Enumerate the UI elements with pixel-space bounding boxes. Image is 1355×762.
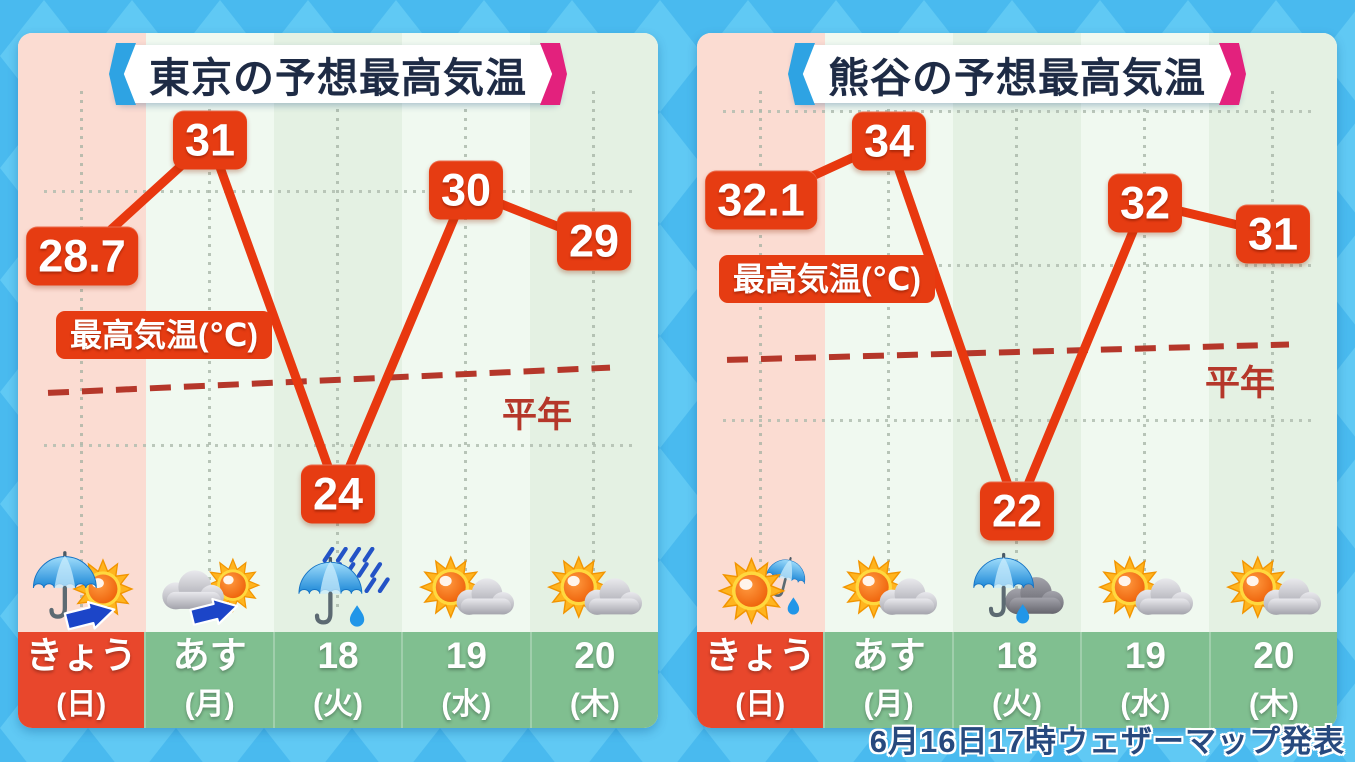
vertical-gridline xyxy=(464,91,467,611)
tokyo-forecast-panel: 28.7 31 24 30 29 最高気温(℃) 平年 東京の予想最高気温 xyxy=(18,33,658,728)
day-cell-today: きょう (日) xyxy=(697,632,824,728)
axis-label: 最高気温(℃) xyxy=(56,311,273,359)
day-label: あす xyxy=(172,635,247,677)
panel-title: 東京の予想最高気温 xyxy=(109,43,567,105)
horizontal-gridline xyxy=(723,264,1311,268)
day-labels-row: きょう (日) あす (月) 18 (火) 19 (水) 20 (木) xyxy=(697,632,1337,728)
normal-average-dashed-line xyxy=(726,341,1290,363)
weather-icon-rain-cloud xyxy=(953,545,1081,632)
horizontal-gridline xyxy=(723,110,1311,114)
day-cell: 19 (水) xyxy=(1080,632,1209,728)
horizontal-gridline xyxy=(44,443,632,447)
day-cell: あす (月) xyxy=(823,632,952,728)
temp-value-label: 28.7 xyxy=(26,226,138,286)
day-label: 20 xyxy=(1253,635,1295,677)
day-sublabel: (木) xyxy=(1248,687,1299,721)
day-label: 19 xyxy=(1124,635,1166,677)
vertical-gridline xyxy=(336,91,339,611)
day-label: きょう xyxy=(704,635,816,677)
temp-value-label: 29 xyxy=(556,211,632,271)
day-label: 20 xyxy=(574,635,616,677)
issuer-timestamp-text: 6月16日17時ウェザーマップ発表 xyxy=(869,724,1345,759)
horizontal-gridline xyxy=(44,190,632,194)
day-label: 18 xyxy=(317,635,359,677)
temp-value-label: 30 xyxy=(428,160,504,220)
temp-value-label: 34 xyxy=(851,111,927,171)
temp-value-label: 32 xyxy=(1107,173,1183,233)
panel-title-text: 東京の予想最高気温 xyxy=(149,55,527,101)
weather-icon-sun-cloud xyxy=(1209,545,1337,632)
day-sublabel: (月) xyxy=(184,687,235,721)
panel-title: 熊谷の予想最高気温 xyxy=(788,43,1246,105)
day-label: あす xyxy=(851,635,926,677)
day-label: 19 xyxy=(445,635,487,677)
weather-icon-rain-then-sun xyxy=(18,545,146,632)
vertical-gridline xyxy=(592,91,595,611)
temp-value-label: 32.1 xyxy=(705,170,817,230)
day-cell: 18 (火) xyxy=(272,632,402,728)
vertical-gridline xyxy=(759,91,762,611)
temp-value-label: 31 xyxy=(172,110,248,169)
temp-value-label: 31 xyxy=(1235,204,1311,263)
vertical-gridline xyxy=(887,91,890,611)
weather-icons-row xyxy=(18,545,658,632)
weather-icon-rain xyxy=(274,545,402,632)
weather-icon-cloud-then-sun xyxy=(146,545,274,632)
day-sublabel: (火) xyxy=(313,687,363,721)
normal-average-label: 平年 xyxy=(502,396,573,435)
day-sublabel: (日) xyxy=(735,687,786,721)
day-cell: 19 (水) xyxy=(401,632,530,728)
weather-icon-sun-cloud xyxy=(825,545,953,632)
weather-icon-sun-cloud xyxy=(1081,545,1209,632)
day-cell: 20 (木) xyxy=(1208,632,1337,728)
day-cell: 18 (火) xyxy=(951,632,1081,728)
day-sublabel: (月) xyxy=(863,687,914,721)
day-label: きょう xyxy=(25,635,137,677)
horizontal-gridline xyxy=(723,418,1311,422)
temp-value-label: 22 xyxy=(979,481,1055,541)
vertical-gridline xyxy=(1271,91,1274,611)
axis-label: 最高気温(℃) xyxy=(719,255,936,303)
temp-value-label: 24 xyxy=(300,464,376,524)
weather-icon-sun-cloud xyxy=(402,545,530,632)
horizontal-gridlines xyxy=(697,33,1337,545)
weather-icon-sun-then-rain xyxy=(697,545,825,632)
normal-average-dashed-line xyxy=(47,364,611,396)
day-sublabel: (水) xyxy=(441,687,492,721)
day-labels-row: きょう (日) あす (月) 18 (火) 19 (水) 20 (木) xyxy=(18,632,658,728)
weather-icons-row xyxy=(697,545,1337,632)
panel-title-text: 熊谷の予想最高気温 xyxy=(828,55,1206,101)
weather-icon-sun-cloud xyxy=(530,545,658,632)
kumagaya-forecast-panel: 32.1 34 22 32 31 最高気温(℃) 平年 熊谷の予想最高気温 xyxy=(697,33,1337,728)
day-sublabel: (日) xyxy=(56,687,107,721)
day-cell-today: きょう (日) xyxy=(18,632,145,728)
day-sublabel: (火) xyxy=(992,687,1042,721)
normal-average-label: 平年 xyxy=(1205,364,1276,403)
day-cell: あす (月) xyxy=(144,632,273,728)
temperature-polyline xyxy=(756,136,1278,516)
day-sublabel: (木) xyxy=(569,687,620,721)
horizontal-gridlines xyxy=(18,33,658,545)
day-cell: 20 (木) xyxy=(529,632,658,728)
day-label: 18 xyxy=(996,635,1038,677)
day-sublabel: (水) xyxy=(1120,687,1171,721)
